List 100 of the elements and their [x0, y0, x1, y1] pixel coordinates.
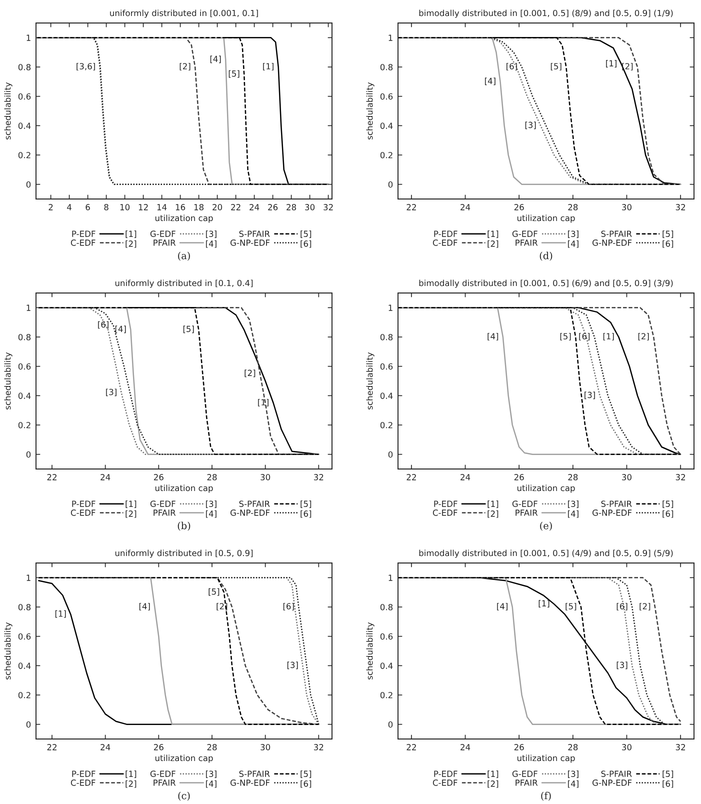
y-tick-label: 0.8	[380, 334, 393, 340]
annotation: [6]	[579, 332, 590, 340]
annotation: [3]	[616, 662, 628, 670]
y-tick-label: 0.2	[380, 152, 392, 158]
text: (c)	[178, 792, 190, 801]
annotation: [4]	[485, 78, 496, 86]
legend-label: G-EDF	[512, 770, 538, 777]
text: [5]	[300, 230, 312, 238]
legend-label: G-EDF	[512, 500, 538, 507]
annotation: [5]	[208, 588, 220, 596]
annotation: [3]	[584, 392, 595, 400]
chart-title: uniformly distributed in [0.001, 0.1]	[110, 10, 258, 18]
text: [1]	[488, 500, 498, 508]
legend-label: G-NP-EDF	[592, 240, 632, 246]
y-axis-title: schedulability	[366, 352, 374, 410]
x-axis-title: utilization cap	[155, 754, 213, 763]
x-tick-label: 22	[406, 744, 416, 750]
x-tick-label: 6	[86, 204, 90, 210]
legend-label: PFAIR	[516, 240, 538, 246]
x-tick-label: 28	[568, 744, 578, 750]
x-tick-label: 26	[514, 744, 524, 750]
y-tick-label: 0.6	[380, 633, 393, 640]
text: [4]	[206, 240, 216, 248]
text: [3]	[206, 500, 216, 508]
text: (d)	[540, 252, 552, 261]
x-tick-label: 28	[568, 204, 578, 210]
x-tick-label: 32	[314, 474, 324, 480]
y-tick-label: 0.2	[18, 692, 30, 698]
legend-label: G-NP-EDF	[230, 510, 270, 516]
legend-label: C-EDF	[432, 780, 458, 786]
text: [5]	[662, 770, 674, 778]
text: [1]	[126, 770, 136, 778]
y-tick-label: 1	[388, 574, 392, 581]
legend-label: G-EDF	[150, 500, 176, 507]
chart-title: bimodally distributed in [0.001, 0.5] (4/9) and [0.5, 0.9] (5/9)	[419, 550, 673, 558]
x-tick-label: 4	[67, 204, 72, 210]
legend-label: G-EDF	[512, 230, 538, 237]
annotation: [1]	[55, 610, 66, 618]
text: [5]	[662, 230, 674, 238]
x-tick-label: 24	[250, 204, 260, 210]
y-tick-label: 0.2	[18, 152, 30, 158]
text: [4]	[568, 780, 578, 788]
annotation: [5]	[228, 70, 240, 78]
legend-label: G-NP-EDF	[230, 240, 270, 246]
text: [5]	[300, 770, 312, 778]
text: [3]	[206, 770, 216, 778]
legend-label: PFAIR	[516, 510, 538, 516]
y-tick-label: 1	[388, 34, 392, 41]
chart-title: uniformly distributed in [0.5, 0.9]	[115, 550, 253, 558]
legend-label: S-PFAIR	[239, 230, 270, 237]
text: [2]	[488, 510, 498, 518]
x-tick-label: 22	[47, 474, 56, 480]
y-tick-label: 0	[388, 721, 393, 728]
legend-label: S-PFAIR	[239, 770, 270, 777]
x-tick-label: 26	[268, 204, 278, 210]
y-axis-title: schedulability	[4, 82, 12, 140]
x-axis-title: utilization cap	[517, 214, 575, 223]
y-tick-label: 0.4	[380, 122, 393, 129]
annotation: [2]	[180, 62, 190, 70]
x-tick-label: 24	[460, 744, 470, 750]
y-tick-label: 0	[388, 181, 393, 188]
legend-label: C-EDF	[70, 510, 96, 516]
y-tick-label: 0.6	[18, 633, 31, 640]
x-tick-label: 12	[138, 204, 148, 210]
annotation: [5]	[566, 602, 576, 610]
x-tick-label: 26	[514, 474, 524, 480]
annotation: [3]	[106, 388, 116, 396]
legend-label: G-NP-EDF	[230, 780, 270, 786]
x-tick-label: 10	[120, 204, 130, 210]
annotation: [4]	[115, 326, 126, 334]
annotation: [5]	[560, 332, 571, 340]
y-tick-label: 0.8	[18, 604, 31, 610]
text: (a)	[178, 252, 190, 261]
y-tick-label: 0	[388, 451, 393, 458]
legend-label: P-EDF	[72, 500, 96, 507]
y-tick-label: 0.2	[380, 692, 392, 698]
y-tick-label: 0.6	[18, 363, 31, 370]
annotation: [4]	[488, 332, 498, 340]
text: (b)	[178, 522, 190, 531]
x-tick-label: 20	[212, 204, 222, 210]
y-tick-label: 0	[26, 181, 31, 188]
x-tick-label: 22	[231, 204, 240, 210]
y-axis-title: schedulability	[4, 622, 12, 680]
legend-label: G-NP-EDF	[592, 780, 632, 786]
x-axis-title: utilization cap	[155, 484, 213, 493]
annotation: [6]	[506, 62, 517, 70]
legend-label: S-PFAIR	[601, 770, 632, 777]
x-tick-label: 32	[676, 474, 686, 480]
x-tick-label: 30	[260, 474, 270, 480]
legend-label: C-EDF	[70, 780, 96, 786]
text: [1]	[488, 770, 498, 778]
text: [1]	[126, 500, 136, 508]
x-tick-label: 30	[622, 474, 632, 480]
text: [1]	[126, 230, 136, 238]
annotation: [2]	[244, 370, 256, 378]
annotation: [3]	[525, 122, 536, 130]
text: [3]	[206, 230, 216, 238]
text: [4]	[206, 780, 216, 788]
text: [2]	[488, 240, 498, 248]
x-tick-label: 30	[305, 204, 315, 210]
